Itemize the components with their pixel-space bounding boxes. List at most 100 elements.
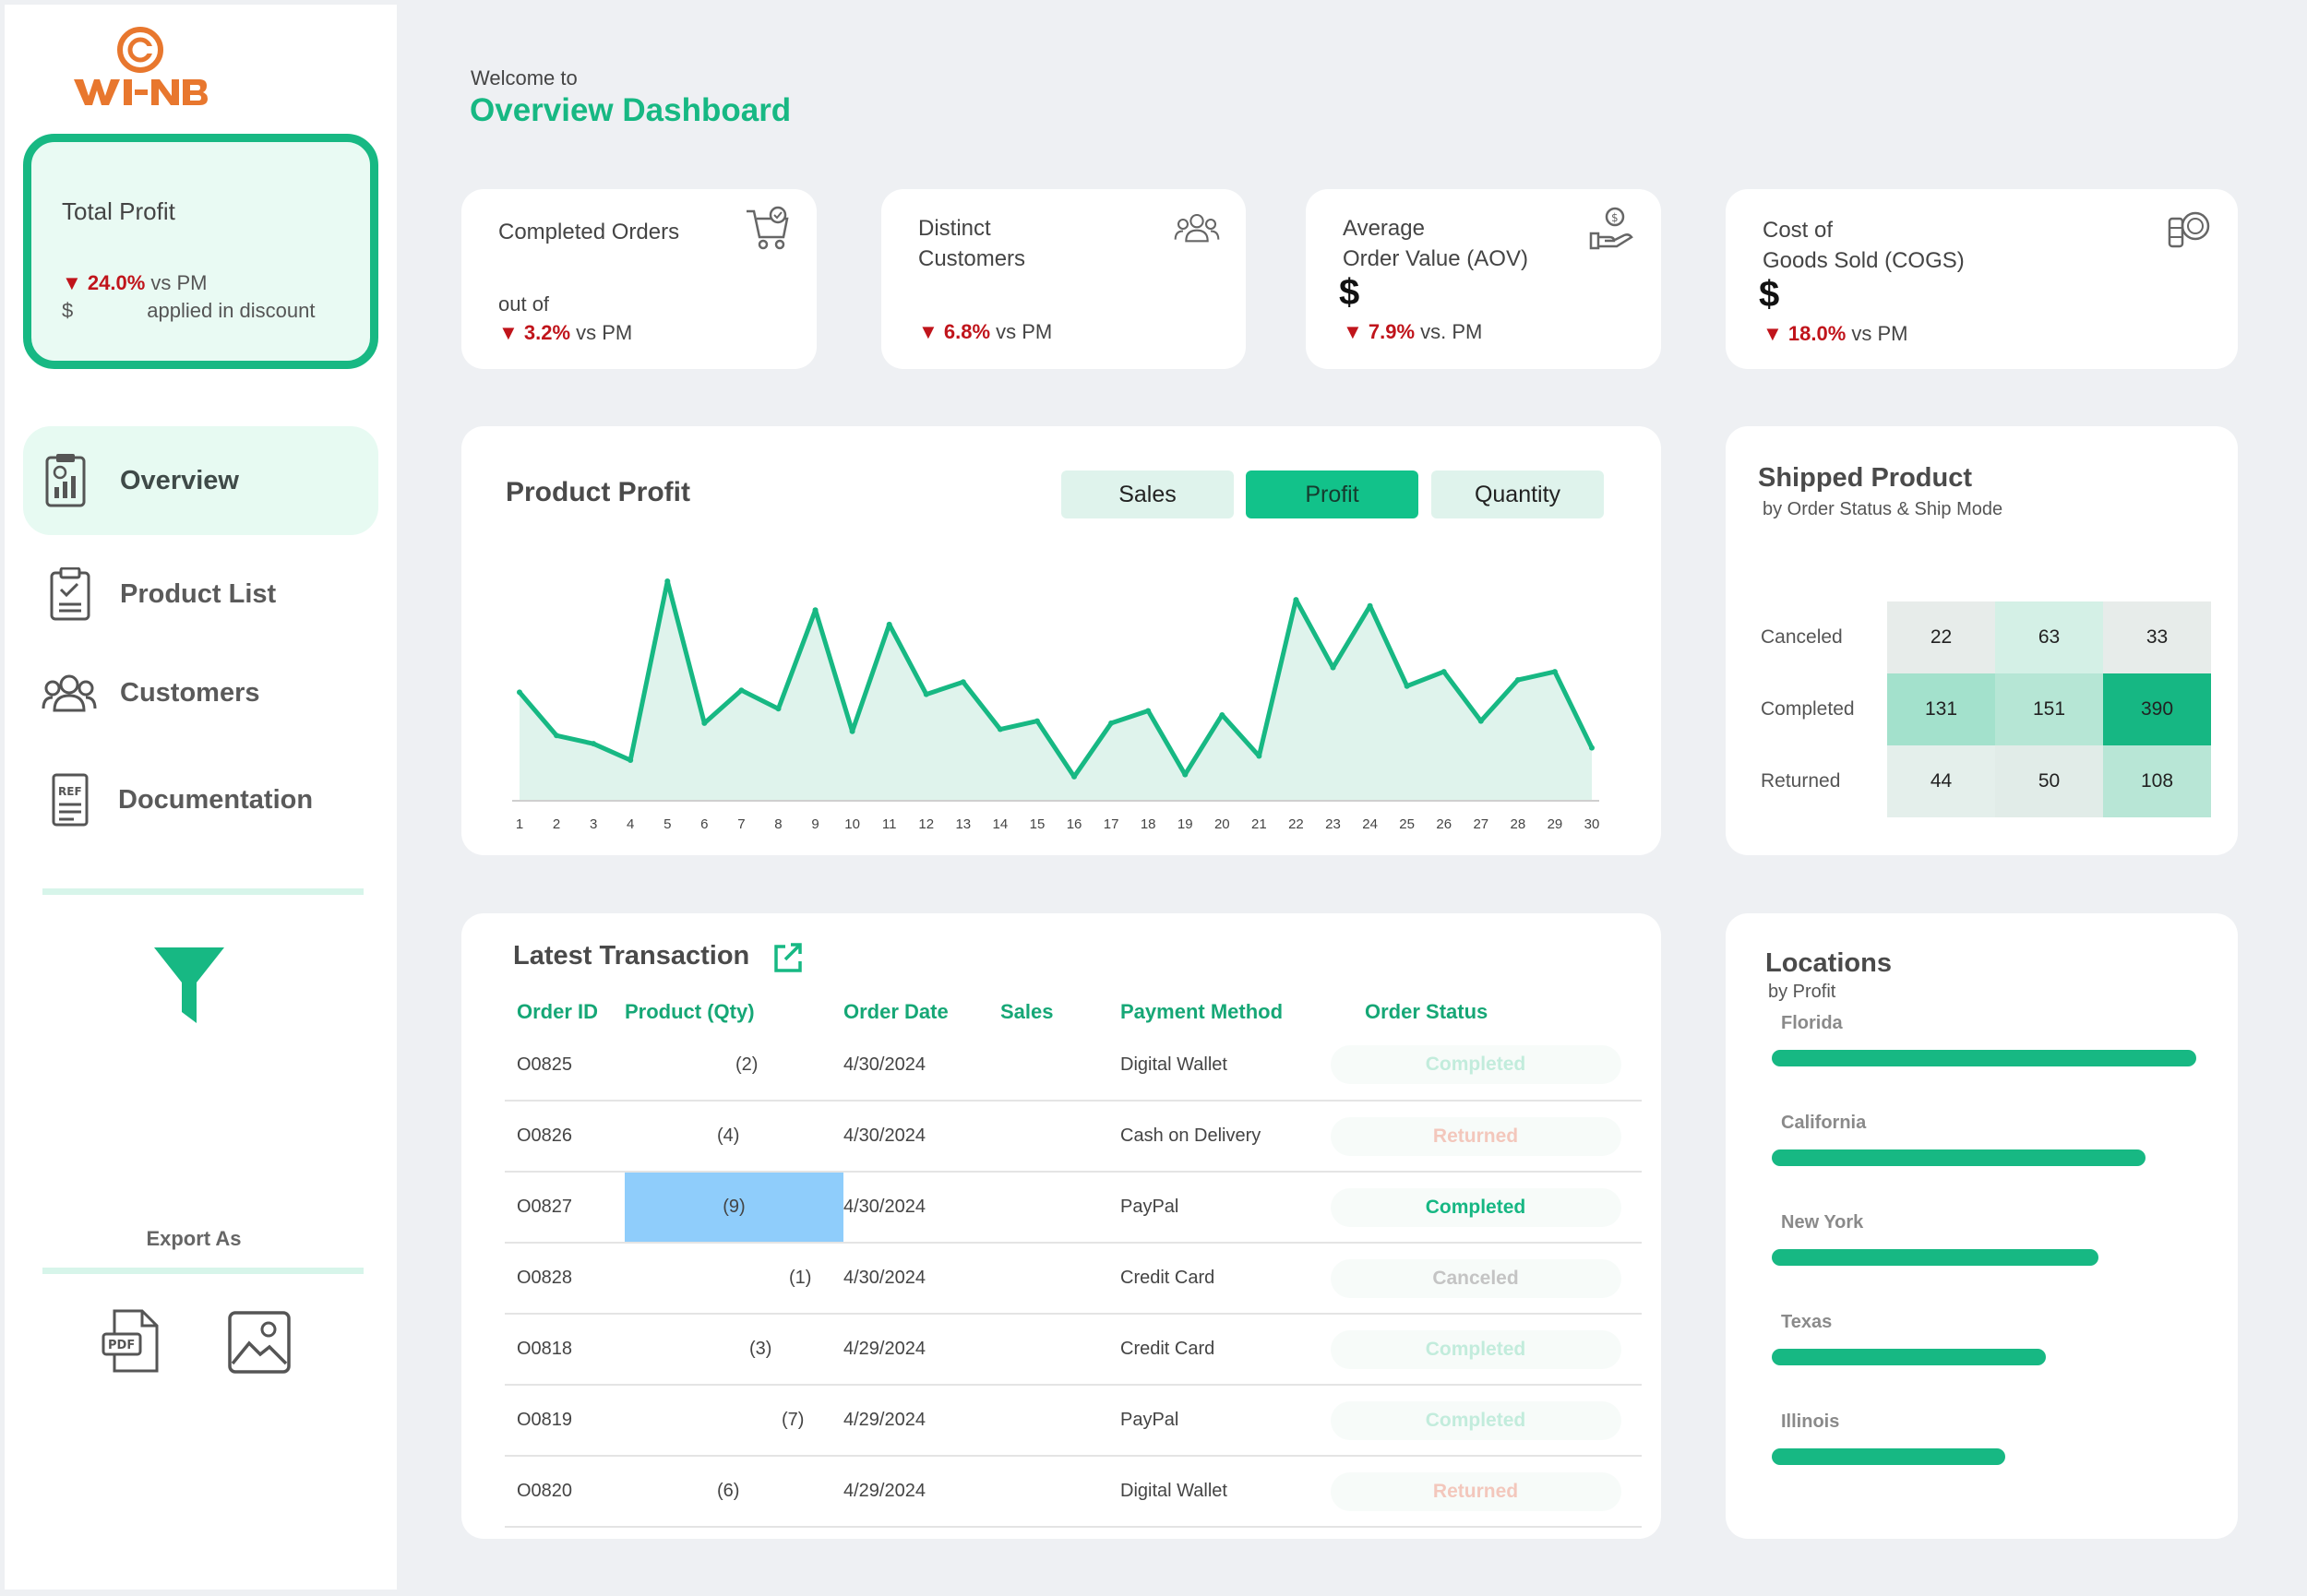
profit-point[interactable] xyxy=(1034,718,1040,724)
x-tick-label: 8 xyxy=(774,816,782,832)
location-bar[interactable] xyxy=(1772,1249,2098,1266)
heatmap-row-label: Returned xyxy=(1761,770,1841,792)
location-bar[interactable] xyxy=(1772,1349,2046,1365)
toggle-sales[interactable]: Sales xyxy=(1061,470,1234,518)
x-tick-label: 16 xyxy=(1067,816,1082,832)
payment-method-cell: Credit Card xyxy=(1120,1243,1309,1315)
col-order-id[interactable]: Order ID xyxy=(517,1000,599,1023)
profit-point[interactable] xyxy=(1404,683,1410,689)
order-id-cell: O0819 xyxy=(505,1385,625,1457)
nav-overview[interactable]: Overview xyxy=(23,426,378,535)
heatmap-cell[interactable]: 22 xyxy=(1887,601,1995,673)
profit-point[interactable] xyxy=(1477,718,1484,724)
table-row[interactable]: O0826 (4) 4/30/2024 Cash on Delivery Returne… xyxy=(505,1101,1642,1173)
kpi-title: Average Order Value (AOV) xyxy=(1343,216,1528,271)
location-bar[interactable] xyxy=(1772,1448,2005,1465)
nav-product-list[interactable]: Product List xyxy=(23,540,378,649)
kpi-trend: ▼ 7.9% vs. PM xyxy=(1343,320,1483,343)
profit-point[interactable] xyxy=(628,757,634,764)
order-date-cell: 4/30/2024 xyxy=(843,1030,1000,1102)
profit-point[interactable] xyxy=(1182,771,1189,778)
heatmap-cell[interactable]: 44 xyxy=(1887,745,1995,817)
profit-point[interactable] xyxy=(1145,708,1152,714)
svg-text:$: $ xyxy=(1611,211,1619,224)
profit-point[interactable] xyxy=(1589,744,1595,751)
status-badge: Completed xyxy=(1330,1329,1621,1369)
document-icon: REF xyxy=(46,773,98,828)
profit-point[interactable] xyxy=(664,578,671,584)
table-row[interactable]: O0819 (7) 4/29/2024 PayPal Completed xyxy=(505,1385,1642,1457)
profit-point[interactable] xyxy=(812,607,819,613)
nav-customers[interactable]: Customers xyxy=(23,638,378,747)
profit-point[interactable] xyxy=(738,687,745,694)
toggle-profit[interactable]: Profit xyxy=(1246,470,1418,518)
image-icon[interactable] xyxy=(227,1310,292,1375)
profit-point[interactable] xyxy=(923,691,929,697)
table-row[interactable]: O0828 (1) 4/30/2024 Credit Card Canceled xyxy=(505,1243,1642,1315)
x-tick-label: 12 xyxy=(918,816,934,832)
heatmap-cell[interactable]: 108 xyxy=(2103,745,2211,817)
heatmap-cell[interactable]: 131 xyxy=(1887,673,1995,745)
profit-point[interactable] xyxy=(517,689,522,696)
table-row[interactable]: O0818 (3) 4/29/2024 Credit Card Completed xyxy=(505,1314,1642,1386)
pdf-icon[interactable]: PDF xyxy=(102,1308,162,1375)
profit-point[interactable] xyxy=(849,728,855,734)
col-product-qty[interactable]: Product (Qty) xyxy=(625,1000,755,1023)
page-title: Overview Dashboard xyxy=(470,92,792,128)
col-order-date[interactable]: Order Date xyxy=(843,1000,949,1023)
heatmap-cell[interactable]: 50 xyxy=(1995,745,2103,817)
profit-point[interactable] xyxy=(1440,669,1447,675)
table-row[interactable]: O0820 (6) 4/29/2024 Digital Wallet Returned xyxy=(505,1456,1642,1528)
kpi-cogs: Cost of Goods Sold (COGS) $ ▼ 18.0% vs P… xyxy=(1726,189,2238,369)
locations-card: Locations by Profit Florida California New… xyxy=(1726,913,2238,1539)
profit-point[interactable] xyxy=(997,726,1003,732)
payment-method-cell: PayPal xyxy=(1120,1385,1309,1457)
profit-point[interactable] xyxy=(1219,711,1225,718)
table-row[interactable]: O0827 (9) 4/30/2024 PayPal Completed xyxy=(505,1172,1642,1244)
location-bar[interactable] xyxy=(1772,1050,2196,1066)
transaction-table: Order ID Product (Qty) Order Date Sales … xyxy=(505,995,1642,1528)
external-link-icon[interactable] xyxy=(771,941,804,974)
kpi-title: Completed Orders xyxy=(498,220,680,244)
col-order-status[interactable]: Order Status xyxy=(1365,1000,1488,1023)
location-bar[interactable] xyxy=(1772,1149,2146,1166)
profit-point[interactable] xyxy=(1108,720,1115,726)
profit-point[interactable] xyxy=(960,679,966,685)
heatmap-cell[interactable]: 33 xyxy=(2103,601,2211,673)
profit-line[interactable] xyxy=(518,578,1595,780)
order-status-cell: Completed xyxy=(1309,1030,1642,1102)
order-id-cell: O0827 xyxy=(505,1172,625,1244)
heatmap-cell[interactable]: 390 xyxy=(2103,673,2211,745)
svg-text:PDF: PDF xyxy=(108,1339,135,1352)
table-row[interactable]: O0825 (2) 4/30/2024 Digital Wallet Completed xyxy=(505,1030,1642,1102)
profit-point[interactable] xyxy=(1367,602,1373,609)
heatmap-cell[interactable]: 151 xyxy=(1995,673,2103,745)
x-tick-label: 23 xyxy=(1325,816,1341,832)
profit-point[interactable] xyxy=(1293,597,1299,603)
product-profit-title: Product Profit xyxy=(506,477,690,507)
profit-point[interactable] xyxy=(1256,753,1262,759)
order-status-cell: Returned xyxy=(1309,1456,1642,1528)
profit-point[interactable] xyxy=(1330,664,1336,671)
profit-point[interactable] xyxy=(1071,773,1078,780)
profit-point[interactable] xyxy=(701,720,708,726)
x-tick-label: 24 xyxy=(1362,816,1378,832)
x-tick-label: 9 xyxy=(811,816,819,832)
profit-point[interactable] xyxy=(1551,669,1558,675)
profit-point[interactable] xyxy=(591,741,597,747)
profit-point[interactable] xyxy=(1514,677,1521,684)
x-tick-label: 28 xyxy=(1511,816,1526,832)
col-payment-method[interactable]: Payment Method xyxy=(1120,1000,1284,1023)
nav-documentation[interactable]: REF Documentation xyxy=(23,745,378,854)
x-tick-label: 17 xyxy=(1104,816,1119,832)
profit-point[interactable] xyxy=(554,732,560,739)
heatmap-cell[interactable]: 63 xyxy=(1995,601,2103,673)
sidebar-divider xyxy=(42,888,364,895)
filter-icon[interactable] xyxy=(152,946,226,1024)
profit-point[interactable] xyxy=(775,706,782,712)
order-id-cell: O0828 xyxy=(505,1243,625,1315)
profit-point[interactable] xyxy=(886,621,892,627)
status-badge: Completed xyxy=(1330,1187,1621,1227)
col-sales[interactable]: Sales xyxy=(1000,1000,1054,1023)
toggle-quantity[interactable]: Quantity xyxy=(1431,470,1604,518)
